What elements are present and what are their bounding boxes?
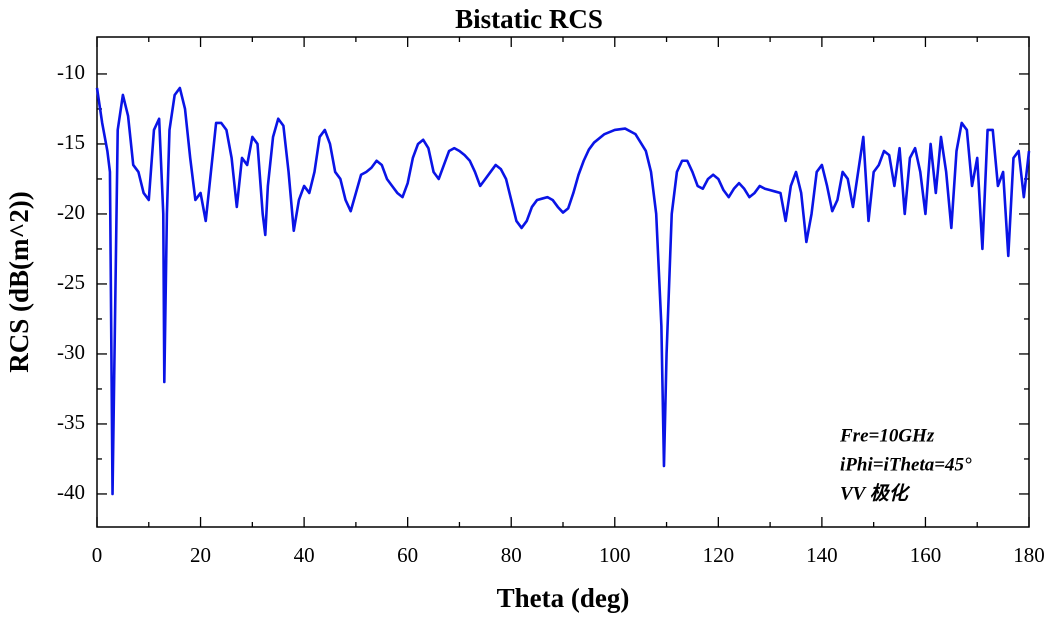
- x-axis-label: Theta (deg): [497, 583, 630, 613]
- chart-title: Bistatic RCS: [455, 4, 603, 34]
- x-tick-label: 0: [92, 543, 103, 567]
- x-tick-label: 100: [599, 543, 631, 567]
- x-tick-label: 40: [294, 543, 315, 567]
- y-tick-label: -40: [57, 480, 85, 504]
- y-tick-label: -20: [57, 200, 85, 224]
- x-tick-label: 160: [910, 543, 942, 567]
- y-tick-label: -30: [57, 340, 85, 364]
- annotation: VV 极化: [840, 482, 911, 504]
- y-tick-label: -35: [57, 410, 85, 434]
- y-tick-label: -15: [57, 130, 85, 154]
- y-axis-label: RCS (dB(m^2)): [4, 191, 34, 372]
- annotation: Fre=10GHz: [839, 425, 935, 446]
- x-tick-label: 180: [1013, 543, 1045, 567]
- data-line: [95, 86, 1031, 496]
- x-tick-label: 60: [397, 543, 418, 567]
- annotation: iPhi=iTheta=45°: [840, 454, 972, 475]
- x-tick-label: 140: [806, 543, 838, 567]
- x-tick-label: 80: [501, 543, 522, 567]
- y-tick-label: -25: [57, 270, 85, 294]
- x-tick-label: 20: [190, 543, 211, 567]
- y-tick-label: -10: [57, 60, 85, 84]
- x-tick-label: 120: [703, 543, 735, 567]
